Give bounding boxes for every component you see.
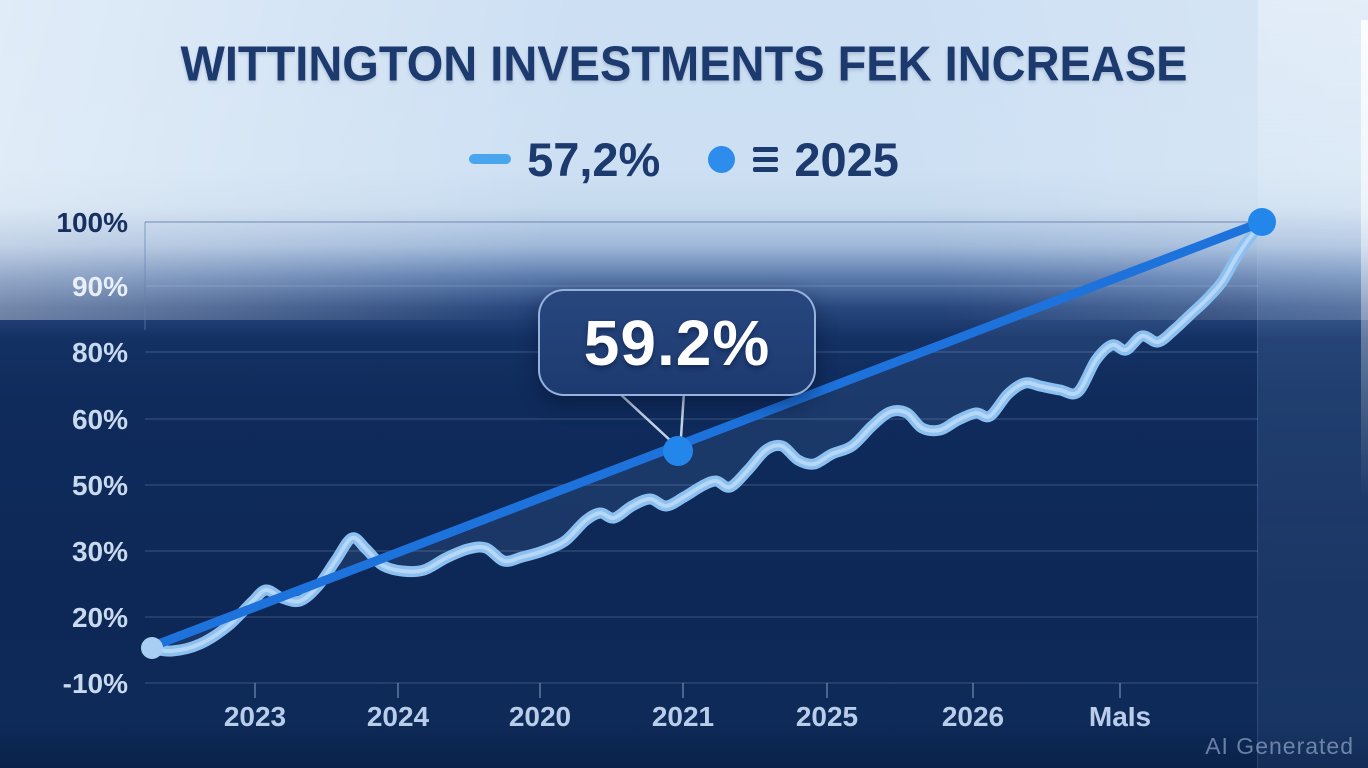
ai-generated-watermark: AI Generated (1205, 733, 1354, 759)
x-tick-label: 2020 (509, 701, 571, 732)
callout-pointer-line (679, 391, 686, 438)
x-tick-label: 2026 (942, 701, 1004, 732)
mid-dot (663, 436, 693, 466)
chart-title: WITTINGTON INVESTMENTS FEK INCREASE (180, 35, 1188, 92)
callout-pointer-line (617, 391, 673, 443)
callout-value-text: 59.2% (583, 306, 771, 379)
x-tick-label: MaIs (1089, 701, 1151, 732)
y-tick-label: 60% (72, 404, 128, 435)
dot-swatch-icon (708, 145, 736, 173)
x-tick-label: 2025 (796, 701, 858, 732)
y-tick-label: 80% (72, 337, 128, 368)
x-tick-label: 2024 (367, 701, 430, 732)
value-callout: 59.2% (538, 289, 816, 396)
x-tick-label: 2023 (224, 701, 286, 732)
line-swatch-icon (469, 154, 512, 164)
legend-value-label: 57,2% (527, 132, 661, 186)
y-tick-label: 90% (72, 271, 128, 302)
hamburger-icon (753, 146, 779, 172)
y-tick-label: 100% (56, 207, 128, 238)
y-tick-label: 20% (72, 602, 128, 633)
legend-item-year: 2025 (708, 132, 899, 187)
y-tick-label: 30% (72, 536, 128, 567)
start-dot (141, 637, 163, 659)
end-dot (1248, 208, 1276, 236)
y-tick-label: -10% (63, 668, 128, 699)
legend-year-label: 2025 (794, 132, 899, 186)
actual-line-highlight (146, 221, 1264, 654)
legend: 57,2% 2025 (0, 130, 1368, 188)
y-tick-label: 50% (72, 470, 128, 501)
trend-line (143, 217, 1267, 653)
x-tick-label: 2021 (652, 701, 714, 732)
legend-item-line: 57,2% (469, 132, 660, 187)
